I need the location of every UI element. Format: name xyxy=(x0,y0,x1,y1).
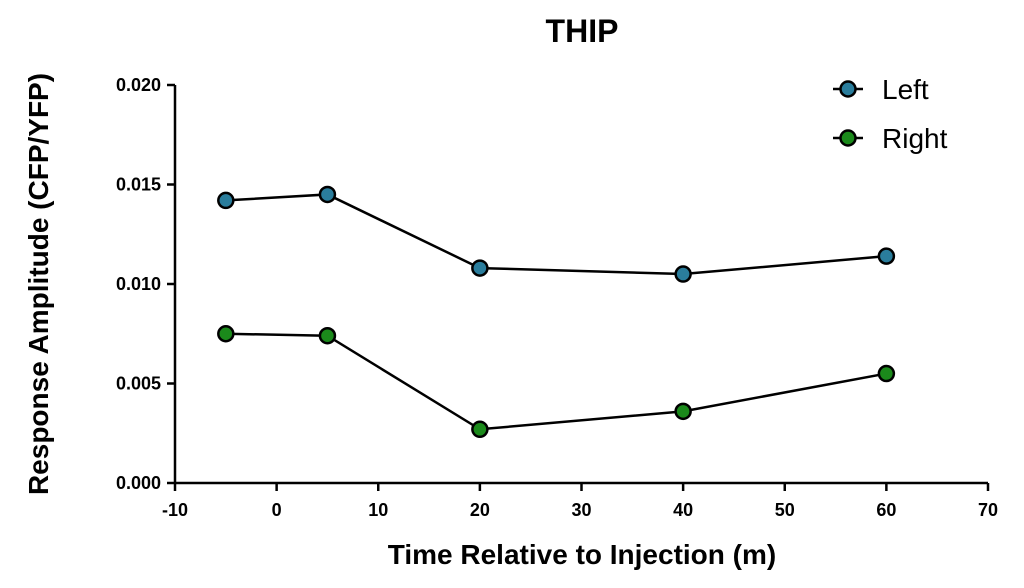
data-point-right xyxy=(318,326,337,345)
series-right xyxy=(217,325,896,439)
data-point-left xyxy=(217,191,235,210)
data-point-left xyxy=(471,259,489,277)
y-tick-label: 0.010 xyxy=(116,274,161,294)
y-axis-label: Response Amplitude (CFP/YFP) xyxy=(23,73,54,495)
legend-item-right: Right xyxy=(833,123,948,154)
data-point-left xyxy=(877,247,896,265)
x-tick-label: 0 xyxy=(272,500,282,520)
series-line-right xyxy=(225,332,887,431)
legend-marker xyxy=(839,129,857,147)
y-tick-label: 0.000 xyxy=(116,473,161,493)
data-point-right xyxy=(471,420,489,439)
x-axis-label: Time Relative to Injection (m) xyxy=(388,539,776,570)
x-tick-label: 20 xyxy=(470,500,490,520)
data-point-right xyxy=(674,402,692,421)
axes: -10 0 10 20 30 40 50 60 70 0.000 0.005 0.010 0.015 0.… xyxy=(116,75,998,520)
x-tick-label: 70 xyxy=(978,500,998,520)
data-point-left xyxy=(318,185,337,204)
data-point-right xyxy=(877,364,896,383)
chart-title: THIP xyxy=(546,13,619,49)
legend-item-left: Left xyxy=(833,74,929,105)
legend-marker xyxy=(839,80,857,98)
series-group xyxy=(217,185,896,439)
x-tick-label: 40 xyxy=(673,500,693,520)
x-tick-label: 30 xyxy=(571,500,591,520)
y-tick-label: 0.020 xyxy=(116,75,161,95)
series-line-left xyxy=(225,193,887,276)
x-tick-label: -10 xyxy=(162,500,188,520)
x-tick-label: 10 xyxy=(368,500,388,520)
legend: Left Right xyxy=(833,74,948,154)
legend-label: Right xyxy=(882,123,948,154)
data-point-left xyxy=(674,265,692,283)
series-left xyxy=(217,185,896,283)
y-tick-label: 0.005 xyxy=(116,374,161,394)
x-tick-label: 50 xyxy=(775,500,795,520)
data-point-right xyxy=(217,325,235,343)
y-tick-label: 0.015 xyxy=(116,175,161,195)
legend-label: Left xyxy=(882,74,929,105)
x-tick-label: 60 xyxy=(876,500,896,520)
